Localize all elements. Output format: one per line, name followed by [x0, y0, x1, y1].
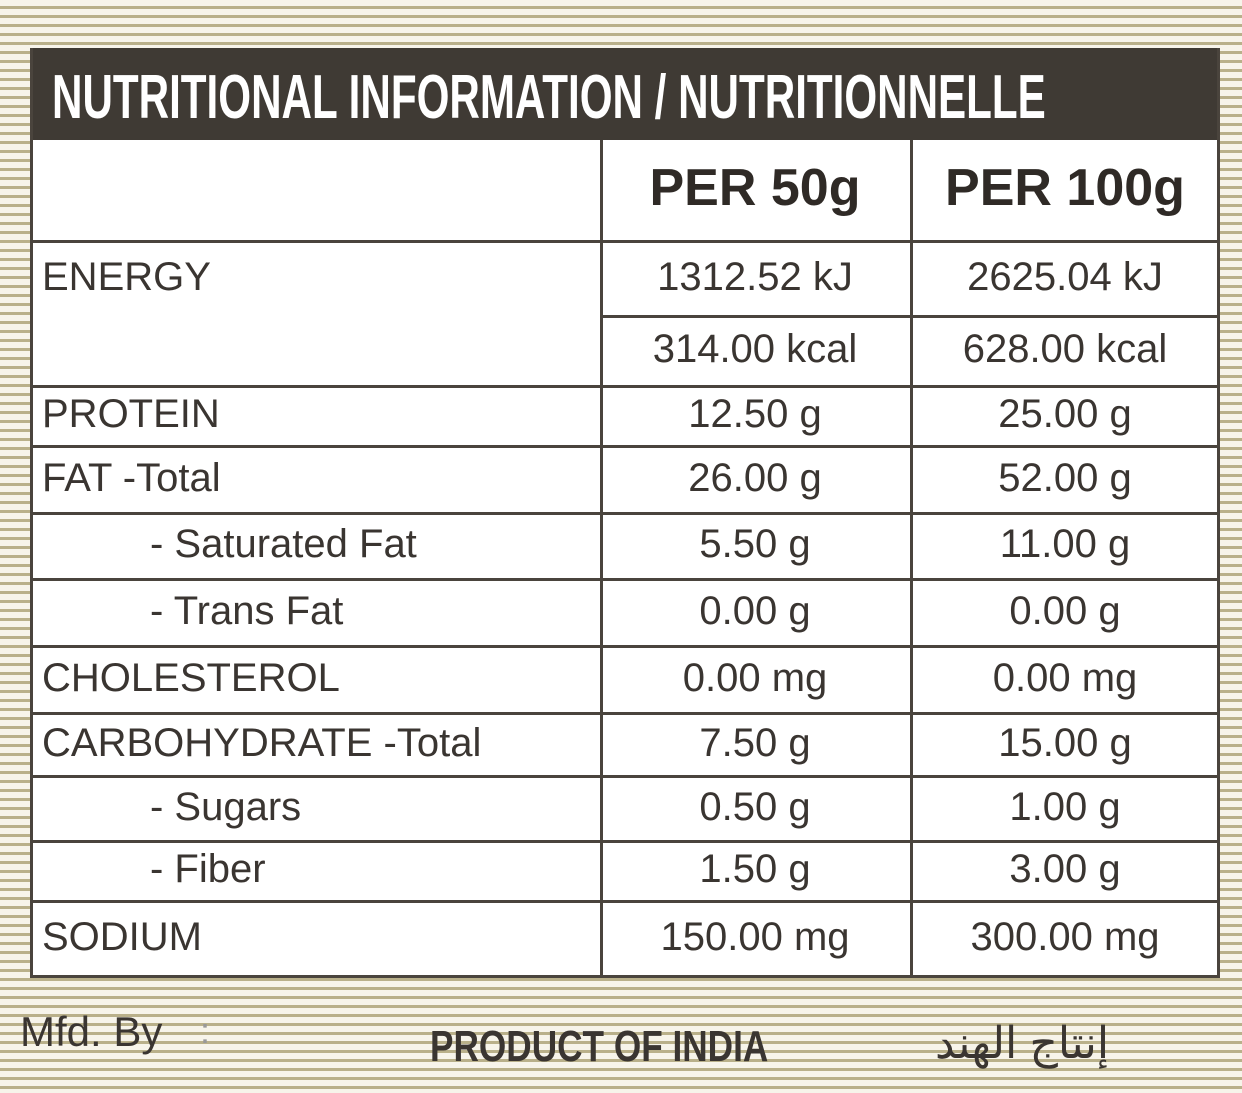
row-divider	[30, 578, 1220, 581]
row-label: - Trans Fat	[150, 588, 344, 633]
value-per-100g: 3.00 g	[1009, 847, 1121, 891]
column-divider	[910, 140, 913, 975]
mfd-by: Mfd. By	[20, 1008, 163, 1055]
title: NUTRITIONAL INFORMATION / NUTRITIONNELLE	[52, 63, 1046, 132]
value-per-100g: 628.00 kcal	[962, 327, 1168, 371]
value-per-100g: 2625.04 kJ	[967, 254, 1163, 299]
row-divider	[30, 385, 1220, 388]
row-divider	[30, 840, 1220, 843]
value-per-50g: 150.00 mg	[660, 914, 850, 959]
value-per-50g: 314.00 kcal	[652, 327, 858, 371]
value-per-100g: 0.00 g	[1009, 588, 1121, 633]
value-per-50g: 1.50 g	[699, 847, 811, 891]
value-per-50g: 12.50 g	[688, 392, 822, 436]
value-per-50g: 0.00 mg	[682, 655, 828, 700]
row-divider	[30, 240, 1220, 243]
row-divider	[30, 712, 1220, 715]
value-per-50g: 5.50 g	[699, 522, 811, 566]
row-divider	[600, 315, 1220, 318]
column-header: PER 100g	[945, 159, 1185, 217]
value-per-100g: 52.00 g	[998, 455, 1132, 500]
value-per-50g: 1312.52 kJ	[657, 254, 853, 299]
value-per-100g: 300.00 mg	[970, 914, 1160, 959]
value-per-100g: 25.00 g	[998, 392, 1132, 436]
value-per-100g: 0.00 mg	[992, 655, 1138, 700]
column-divider	[600, 140, 603, 975]
row-label: SODIUM	[42, 914, 202, 959]
column-header: PER 50g	[649, 159, 861, 217]
footer: Mfd. By : PRODUCT OF INDIA إنتاج الهند	[0, 990, 1242, 1093]
value-per-100g: 11.00 g	[999, 522, 1131, 566]
row-label: CHOLESTEROL	[42, 655, 340, 700]
border	[30, 48, 33, 975]
value-per-50g: 7.50 g	[699, 720, 811, 765]
value-per-50g: 0.00 g	[699, 588, 811, 633]
row-label: ENERGY	[42, 254, 211, 299]
row-label: PROTEIN	[42, 392, 220, 436]
row-divider	[30, 900, 1220, 903]
row-divider	[30, 512, 1220, 515]
value-per-50g: 0.50 g	[699, 784, 811, 829]
row-label: - Saturated Fat	[150, 522, 417, 566]
row-divider	[30, 775, 1220, 778]
row-label: - Fiber	[150, 847, 266, 891]
border	[30, 975, 1220, 978]
title-bar: NUTRITIONAL INFORMATION / NUTRITIONNELLE	[30, 48, 1220, 140]
origin-arabic: إنتاج الهند	[935, 1019, 1110, 1068]
value-per-100g: 15.00 g	[998, 720, 1132, 765]
value-per-100g: 1.00 g	[1009, 784, 1121, 829]
row-label: FAT -Total	[42, 455, 221, 500]
origin: PRODUCT OF INDIA	[430, 1022, 769, 1071]
value-per-50g: 26.00 g	[688, 455, 822, 500]
row-divider	[30, 445, 1220, 448]
separator: :	[200, 1010, 211, 1051]
row-label: CARBOHYDRATE -Total	[42, 720, 482, 765]
border	[1217, 48, 1220, 975]
nutrition-label: NUTRITIONAL INFORMATION / NUTRITIONNELLE…	[30, 48, 1220, 978]
row-label: - Sugars	[150, 784, 302, 829]
row-divider	[30, 645, 1220, 648]
